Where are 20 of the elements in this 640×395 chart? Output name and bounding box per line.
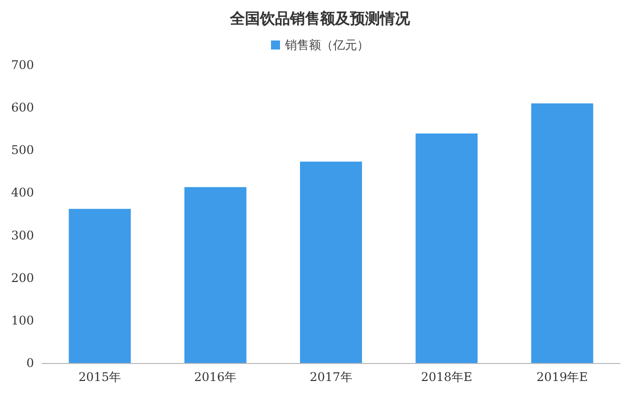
bar xyxy=(416,134,478,363)
y-tick-label: 100 xyxy=(11,313,34,328)
y-tick-label: 300 xyxy=(11,228,34,242)
y-tick-label: 600 xyxy=(11,100,34,115)
chart-title: 全国饮品销售额及预测情况 xyxy=(229,10,411,28)
y-tick-label: 400 xyxy=(11,186,34,200)
x-tick-label: 2016年 xyxy=(194,370,237,384)
y-tick-label: 200 xyxy=(11,270,34,285)
y-tick-label: 0 xyxy=(26,356,34,370)
bar xyxy=(184,187,246,363)
legend-label: 销售额（亿元） xyxy=(284,38,369,52)
bar xyxy=(300,162,362,363)
x-tick-label: 2019年E xyxy=(536,370,588,384)
bar xyxy=(68,208,131,363)
bar xyxy=(531,103,594,363)
y-tick-label: 700 xyxy=(11,58,34,72)
x-tick-label: 2018年E xyxy=(420,370,472,384)
x-tick-label: 2015年 xyxy=(78,370,122,384)
y-tick-label: 500 xyxy=(11,143,34,158)
x-tick-label: 2017年 xyxy=(310,370,352,384)
